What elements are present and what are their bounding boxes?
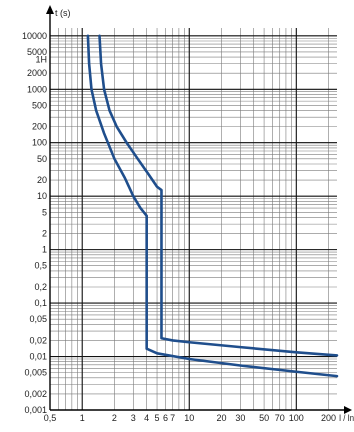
x-tick-label: 5	[155, 413, 160, 423]
series-layer	[86, 34, 339, 378]
x-tick-label: 7	[170, 413, 175, 423]
y-tick-label: 2000	[27, 68, 47, 78]
y-tick-label: 0,001	[24, 405, 47, 415]
y-axis-label: t (s)	[55, 8, 71, 18]
y-axis-arrow	[46, 5, 54, 14]
y-tick-label: 200	[32, 122, 47, 132]
x-tick-label: 70	[275, 413, 285, 423]
x-tick-label: 50	[259, 413, 269, 423]
y-tick-label: 20	[37, 175, 47, 185]
y-tick-label: 0,1	[34, 298, 47, 308]
y-tick-label: 5000	[27, 47, 47, 57]
y-tick-label: 5	[42, 207, 47, 217]
x-tick-label: 6	[163, 413, 168, 423]
y-tick-label: 0,005	[24, 368, 47, 378]
y-tick-label: 2	[42, 229, 47, 239]
y-tick-label: 500	[32, 100, 47, 110]
trip-curve-1	[86, 34, 339, 378]
axes	[46, 5, 352, 414]
x-tick-label: 3	[131, 413, 136, 423]
x-tick-labels: 0,5 1 2 3 4 5 6 7 10 20 30 50 70 100 200	[44, 413, 336, 423]
x-tick-label: 20	[216, 413, 226, 423]
y-tick-label: 50	[37, 154, 47, 164]
x-tick-label: 4	[144, 413, 149, 423]
y-tick-label: 10000	[22, 31, 47, 41]
x-tick-label: 0,5	[44, 413, 57, 423]
x-tick-label: 30	[235, 413, 245, 423]
x-tick-label: 2	[112, 413, 117, 423]
y-tick-label: 1	[42, 245, 47, 255]
x-tick-label: 100	[289, 413, 304, 423]
x-axis-label: I / In	[339, 413, 354, 423]
x-tick-label: 200	[321, 413, 336, 423]
y-tick-label: 0,05	[29, 314, 47, 324]
y-tick-label: 0,002	[24, 389, 47, 399]
y-tick-label: 1000	[27, 84, 47, 94]
y-tick-label: 0,2	[34, 282, 47, 292]
trip-curve-2	[98, 34, 339, 357]
y-tick-label: 0,5	[34, 261, 47, 271]
y-tick-label: 1H	[35, 55, 47, 65]
y-tick-label: 100	[32, 138, 47, 148]
x-tick-label: 1	[80, 413, 85, 423]
y-tick-label: 0,01	[29, 352, 47, 362]
x-tick-label: 10	[184, 413, 194, 423]
y-tick-label: 10	[37, 191, 47, 201]
x-axis-arrow	[344, 406, 352, 414]
y-tick-label: 0,02	[29, 335, 47, 345]
